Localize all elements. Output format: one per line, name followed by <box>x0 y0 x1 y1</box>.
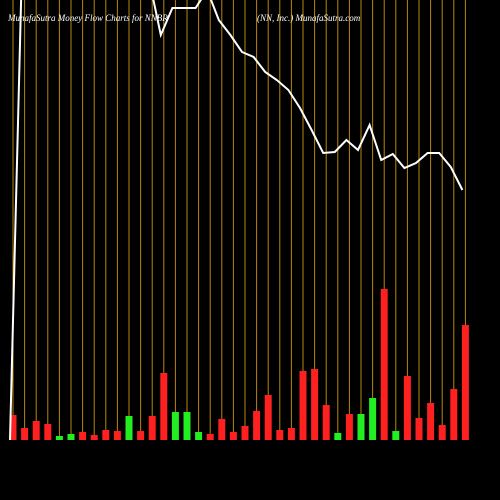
bar <box>90 435 98 440</box>
bar <box>334 433 342 440</box>
bar <box>427 403 435 440</box>
bar <box>67 434 75 440</box>
chart-subtitle: (NN, Inc.) MunafaSutra.com <box>257 13 361 23</box>
bar <box>264 395 272 440</box>
bar <box>450 389 458 440</box>
bar <box>79 432 87 440</box>
bar <box>113 431 121 440</box>
bar <box>345 414 353 440</box>
bar <box>183 412 191 440</box>
bar <box>322 405 330 440</box>
bar <box>276 430 284 440</box>
bar <box>241 426 249 440</box>
bar <box>287 428 295 440</box>
bar <box>137 431 145 440</box>
bar <box>206 434 214 440</box>
bar <box>195 432 203 440</box>
bar <box>311 369 319 440</box>
bar <box>55 436 63 440</box>
bar <box>218 419 226 440</box>
price-line <box>9 0 464 441</box>
bar <box>125 416 133 440</box>
bar <box>102 430 110 440</box>
bar <box>171 412 179 440</box>
bar <box>369 398 377 440</box>
bar <box>357 414 365 440</box>
bar <box>392 431 400 440</box>
bar <box>380 289 388 440</box>
bar <box>32 421 40 440</box>
bar <box>403 376 411 440</box>
bar <box>299 371 307 440</box>
bar <box>461 325 469 440</box>
bar <box>160 373 168 440</box>
bar <box>415 418 423 440</box>
bar <box>21 428 29 440</box>
chart-title: MunafaSutra Money Flow Charts for NNBR <box>7 13 168 23</box>
bar <box>438 425 446 440</box>
bar <box>253 411 261 440</box>
bar <box>148 416 156 440</box>
bar <box>229 432 237 440</box>
bar <box>44 424 52 440</box>
bar <box>9 415 17 440</box>
